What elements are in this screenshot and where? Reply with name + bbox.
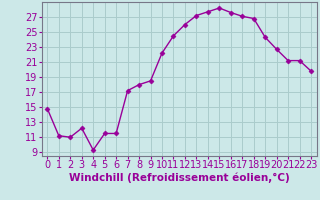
X-axis label: Windchill (Refroidissement éolien,°C): Windchill (Refroidissement éolien,°C) [69, 173, 290, 183]
